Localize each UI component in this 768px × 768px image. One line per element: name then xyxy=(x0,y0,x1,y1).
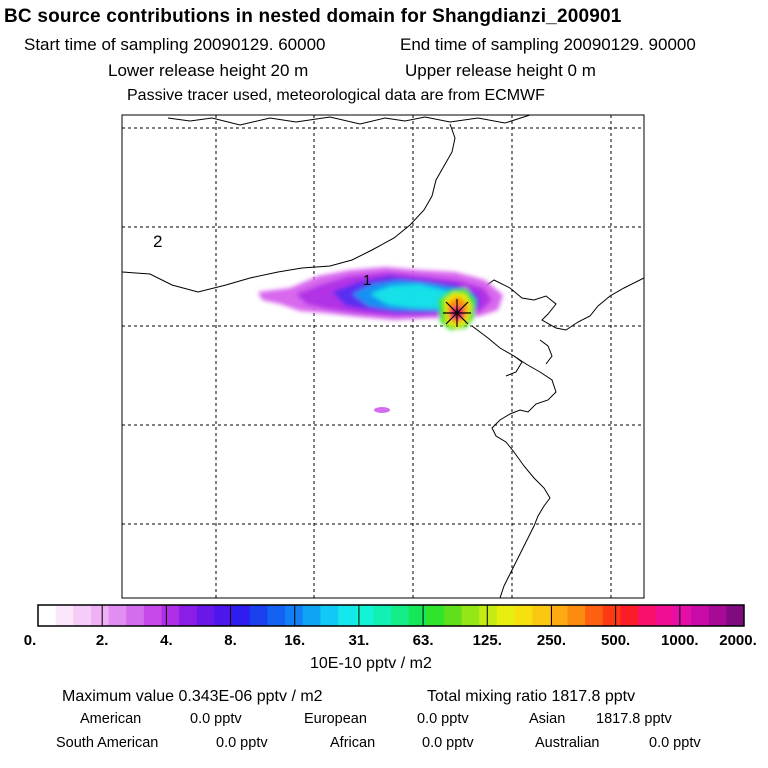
australian-value: 0.0 pptv xyxy=(649,735,701,751)
colorbar-tick-label: 500. xyxy=(601,632,631,649)
colorbar-swatch xyxy=(461,605,480,626)
colorbar-swatch xyxy=(338,605,357,626)
colorbar-swatch xyxy=(143,605,162,626)
colorbar-swatch xyxy=(161,605,180,626)
colorbar-swatch xyxy=(285,605,304,626)
colorbar-swatch xyxy=(249,605,268,626)
african-label: African xyxy=(330,735,376,751)
colorbar-swatch xyxy=(726,605,745,626)
colorbar-swatch xyxy=(514,605,533,626)
colorbar-tick-label: 1000. xyxy=(661,632,699,649)
colorbar-swatch xyxy=(55,605,74,626)
asian-value: 1817.8 pptv xyxy=(596,711,672,727)
south-american-value: 0.0 pptv xyxy=(216,735,268,751)
colorbar-swatch xyxy=(496,605,515,626)
colorbar-swatch xyxy=(585,605,604,626)
asian-label: Asian xyxy=(529,711,566,727)
colorbar-swatch xyxy=(620,605,639,626)
european-value: 0.0 pptv xyxy=(417,711,469,727)
total-mixing-ratio: Total mixing ratio 1817.8 pptv xyxy=(427,688,636,705)
colorbar-tick-label: 0. xyxy=(23,632,37,649)
colorbar-tick-label: 16. xyxy=(284,632,306,649)
map-area: 2 1 xyxy=(122,115,644,598)
colorbar-tick-label: 8. xyxy=(224,632,237,649)
lower-release-height: Lower release height 20 m xyxy=(108,61,309,80)
tracer-note: Passive tracer used, meteorological data… xyxy=(127,87,545,104)
colorbar-swatch xyxy=(673,605,692,626)
australian-label: Australian xyxy=(535,735,600,751)
colorbar-tick-label: 125. xyxy=(472,632,502,649)
american-value: 0.0 pptv xyxy=(190,711,242,727)
colorbar-swatch xyxy=(708,605,727,626)
colorbar-swatch xyxy=(214,605,233,626)
colorbar-swatch xyxy=(108,605,127,626)
colorbar-swatch xyxy=(602,605,621,626)
colorbar-swatch xyxy=(232,605,251,626)
colorbar-tick-label: 2000. xyxy=(719,632,757,649)
colorbar-swatch xyxy=(320,605,339,626)
map-coastlines xyxy=(122,115,644,598)
map-frame xyxy=(121,114,645,599)
maximum-value: Maximum value 0.343E-06 pptv / m2 xyxy=(62,688,323,705)
plot-title: BC source contributions in nested domain… xyxy=(4,6,622,27)
colorbar-swatch xyxy=(267,605,286,626)
colorbar-swatch xyxy=(196,605,215,626)
region-label-2: 2 xyxy=(153,232,162,251)
receptor-marker xyxy=(443,299,471,327)
sampling-start-time: Start time of sampling 20090129. 60000 xyxy=(24,35,326,54)
colorbar-swatch xyxy=(408,605,427,626)
colorbar-swatch xyxy=(638,605,657,626)
american-label: American xyxy=(80,711,142,727)
colorbar-swatch xyxy=(443,605,462,626)
colorbar-swatch xyxy=(73,605,92,626)
colorbar-tick-label: 31. xyxy=(348,632,370,649)
colorbar-swatch xyxy=(90,605,109,626)
colorbar-tick-label: 4. xyxy=(160,632,173,649)
map-gridlines xyxy=(122,115,644,598)
colorbar-swatch xyxy=(38,605,57,626)
colorbar-tick-label: 250. xyxy=(536,632,567,649)
colorbar-swatch xyxy=(691,605,710,626)
colorbar-tick-label: 2. xyxy=(95,632,109,649)
colorbar-unit: 10E-10 pptv / m2 xyxy=(310,655,432,672)
colorbar-swatch xyxy=(567,605,586,626)
colorbar-swatch xyxy=(549,605,568,626)
colorbar-frame xyxy=(37,604,745,627)
upper-release-height: Upper release height 0 m xyxy=(405,61,596,80)
colorbar-swatch xyxy=(179,605,198,626)
african-value: 0.0 pptv xyxy=(422,735,474,751)
colorbar-swatch xyxy=(302,605,321,626)
south-american-label: South American xyxy=(56,735,159,751)
sampling-end-time: End time of sampling 20090129. 90000 xyxy=(400,35,696,54)
colorbar-swatch xyxy=(655,605,674,626)
colorbar-swatch xyxy=(373,605,392,626)
region-label-1: 1 xyxy=(363,272,371,289)
colorbar-swatch xyxy=(426,605,445,626)
concentration-plume xyxy=(258,267,503,413)
colorbar-tick-label: 63. xyxy=(412,632,434,649)
colorbar-swatch xyxy=(355,605,374,626)
colorbar-swatch xyxy=(532,605,551,626)
european-label: European xyxy=(304,711,367,727)
colorbar-swatch xyxy=(479,605,498,626)
colorbar xyxy=(37,604,745,627)
colorbar-swatch xyxy=(391,605,410,626)
colorbar-swatch xyxy=(126,605,145,626)
